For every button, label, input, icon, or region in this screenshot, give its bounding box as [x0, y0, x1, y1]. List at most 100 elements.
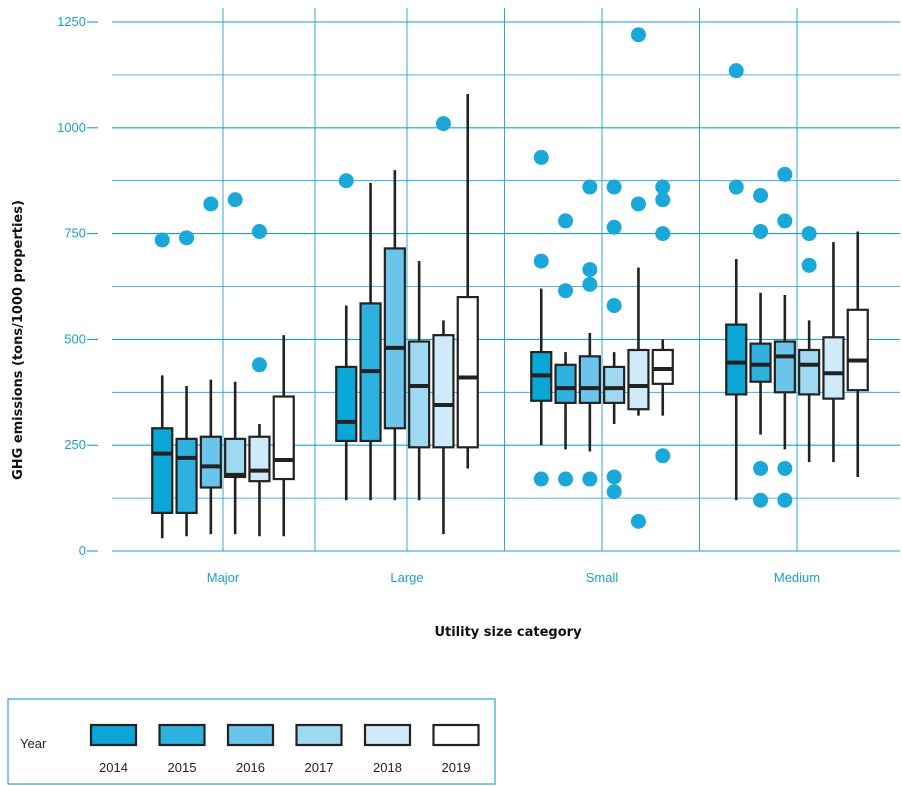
box	[554, 363, 577, 404]
outlier-point	[606, 219, 622, 235]
y-tick-label: 250	[64, 437, 86, 452]
outlier-point	[251, 357, 267, 373]
box-large-2014	[335, 305, 358, 501]
x-tick-label: Major	[207, 570, 240, 585]
legend-frame	[7, 698, 496, 785]
outlier-point	[251, 223, 267, 239]
outlier-point	[582, 179, 598, 195]
outlier-point	[582, 276, 598, 292]
legend-swatch	[432, 723, 480, 747]
box-medium-2014	[725, 258, 748, 501]
box	[175, 437, 198, 515]
box-major-2016	[199, 379, 222, 535]
outlier-point	[630, 196, 646, 212]
outlier-point	[558, 471, 574, 487]
box	[846, 308, 869, 392]
outlier-point	[801, 257, 817, 273]
outlier-point	[630, 513, 646, 529]
box	[725, 323, 748, 396]
legend-swatch	[363, 723, 412, 747]
outlier-point	[606, 179, 622, 195]
box	[199, 435, 222, 489]
legend-items: 2014 2015 2016 2017 2018 2019	[89, 723, 480, 775]
outlier-layer	[154, 27, 817, 529]
y-tick-label: 750	[64, 226, 86, 241]
box	[432, 334, 455, 449]
outlier-point	[606, 484, 622, 500]
outlier-point	[203, 196, 219, 212]
outlier-point	[558, 213, 574, 229]
outlier-point	[435, 116, 451, 132]
legend: Year 2014 2015 2016 2017 2018 2019	[7, 698, 496, 785]
legend-swatch	[158, 723, 206, 747]
outlier-point	[777, 492, 793, 508]
box-large-2016	[383, 170, 406, 501]
outlier-point	[753, 460, 769, 476]
x-axis-ticks: Major Large Small Medium	[207, 570, 820, 585]
outlier-point	[558, 283, 574, 299]
outlier-point	[606, 469, 622, 485]
box-layer	[151, 93, 869, 539]
outlier-point	[753, 223, 769, 239]
outlier-point	[728, 179, 744, 195]
x-tick-label: Large	[390, 570, 423, 585]
box-medium-2018	[822, 242, 845, 463]
outlier-point	[655, 179, 671, 195]
grid-layer	[112, 8, 900, 552]
box	[773, 340, 796, 394]
outlier-point	[728, 63, 744, 79]
outlier-point	[338, 173, 354, 189]
legend-label: 2018	[373, 760, 402, 775]
outlier-point	[655, 226, 671, 242]
box-major-2015	[175, 385, 198, 537]
outlier-point	[655, 448, 671, 464]
box-medium-2017	[798, 320, 821, 463]
y-axis-title: GHG emissions (tons/1000 properties)	[11, 200, 26, 480]
legend-label: 2019	[442, 760, 471, 775]
x-axis-title: Utility size category	[434, 625, 582, 640]
box-small-2016	[578, 333, 601, 452]
outlier-point	[582, 471, 598, 487]
box	[224, 437, 247, 479]
legend-title: Year	[20, 736, 47, 751]
legend-label: 2014	[99, 760, 128, 775]
x-tick-label: Small	[586, 570, 619, 585]
outlier-point	[154, 232, 170, 248]
box-small-2019	[651, 339, 674, 416]
y-tick-label: 500	[64, 331, 86, 346]
outlier-point	[777, 166, 793, 182]
box	[383, 247, 406, 430]
outlier-point	[533, 253, 549, 269]
outlier-point	[777, 460, 793, 476]
box-large-2018	[432, 320, 455, 535]
outlier-point	[753, 188, 769, 204]
outlier-point	[630, 27, 646, 43]
y-tick-label: 0	[79, 543, 86, 558]
box	[822, 336, 845, 400]
outlier-point	[533, 149, 549, 165]
box	[749, 342, 772, 383]
y-axis-ticks: 0 250 500 750 1000 1250	[57, 14, 98, 558]
outlier-point	[179, 230, 195, 246]
outlier-point	[606, 298, 622, 314]
box-medium-2019	[846, 231, 869, 477]
outlier-point	[777, 213, 793, 229]
y-tick-label: 1000	[57, 120, 86, 135]
box-large-2015	[359, 182, 382, 501]
box	[578, 355, 601, 404]
box	[248, 435, 271, 483]
box	[603, 365, 626, 404]
box	[408, 340, 431, 449]
legend-swatch	[89, 723, 138, 747]
box-major-2019	[272, 335, 295, 537]
box-small-2014	[530, 288, 553, 446]
box-small-2017	[603, 352, 626, 425]
box-large-2017	[408, 261, 431, 501]
outlier-point	[801, 226, 817, 242]
box-major-2018	[248, 424, 271, 537]
box	[798, 348, 821, 396]
legend-label: 2015	[168, 760, 197, 775]
box-small-2018	[627, 267, 650, 416]
y-tick-label: 1250	[57, 14, 86, 29]
